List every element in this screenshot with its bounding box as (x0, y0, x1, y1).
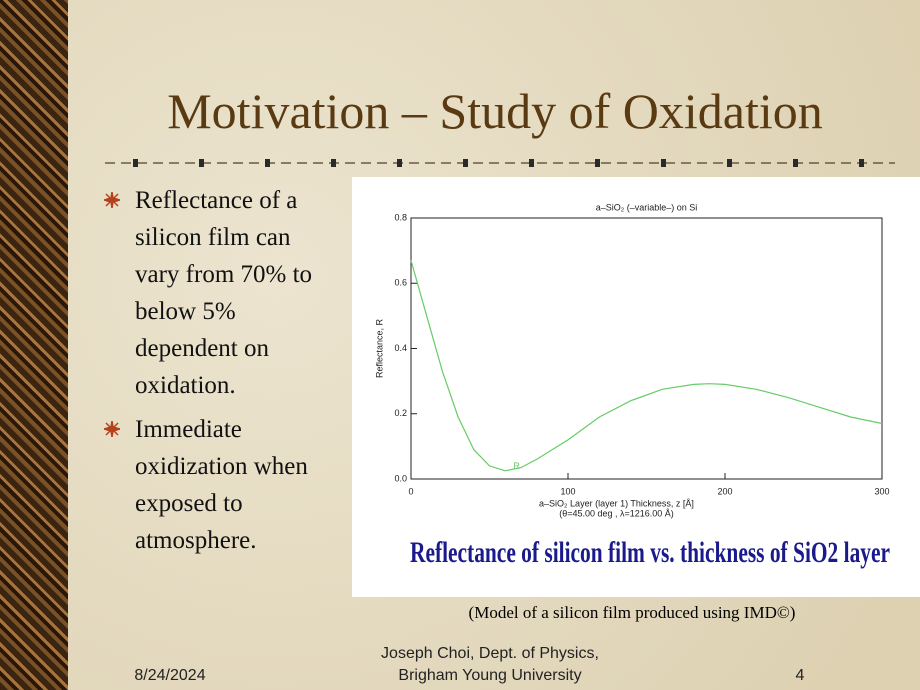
chart-banner: Reflectance of silicon film vs. thicknes… (410, 536, 890, 569)
chart: a–SiO₂ (–variable–) on Si Reflectance, R a… (352, 177, 920, 597)
bullet-text: Immediate oxidization when exposed to at… (135, 416, 308, 554)
y-tick-label: 0.4 (394, 343, 407, 353)
x-tick-label: 300 (874, 486, 889, 496)
footer-date: 8/24/2024 (134, 667, 206, 684)
side-strip (0, 0, 68, 690)
plot-frame (410, 217, 883, 480)
y-axis-label: Reflectance, R (374, 318, 384, 378)
series-label: R (513, 461, 520, 471)
x-axis-label: a–SiO₂ Layer (layer 1) Thickness, z [Å] (539, 498, 694, 508)
x-axis-label: (θ=45.00 deg , λ=1216.00 Å) (559, 508, 674, 518)
y-tick-label: 0.0 (394, 473, 407, 483)
divider (105, 159, 895, 167)
x-tick-label: 200 (717, 486, 732, 496)
x-tick-label: 0 (408, 486, 413, 496)
y-tick-label: 0.6 (394, 278, 407, 288)
caption: (Model of a silicon film produced using … (468, 603, 796, 622)
bullet-text: Reflectance of a silicon film can vary f… (135, 187, 313, 399)
footer-author: Joseph Choi, Dept. of Physics, (381, 645, 599, 662)
footer-page: 4 (795, 667, 805, 684)
bullet-icon (104, 192, 120, 208)
footer-author: Brigham Young University (398, 667, 582, 684)
y-tick-label: 0.8 (394, 212, 407, 222)
x-tick-label: 100 (560, 486, 575, 496)
y-tick-label: 0.2 (394, 408, 407, 418)
bullet-icon (104, 421, 120, 437)
series-line (410, 260, 883, 472)
chart-title: a–SiO₂ (–variable–) on Si (596, 202, 698, 212)
slide-title: Motivation – Study of Oxidation (167, 83, 823, 139)
